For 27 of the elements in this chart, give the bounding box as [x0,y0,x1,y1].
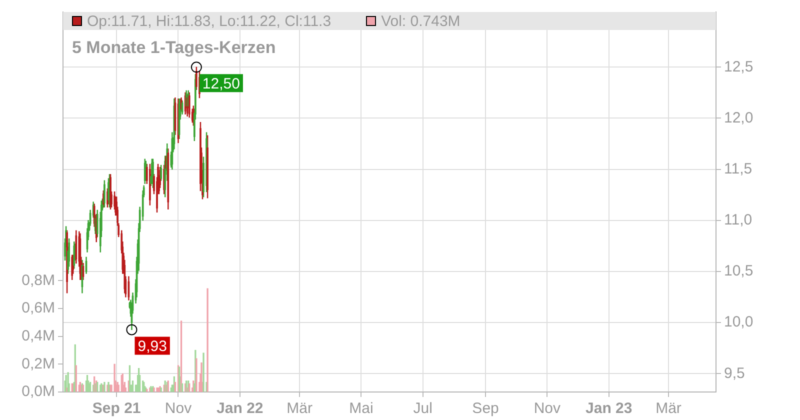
y-tick-label: 9,5 [724,364,745,382]
x-tick-label: Jul [413,400,432,418]
x-tick-label: Jan 23 [586,400,632,418]
x-tick-label: Nov [164,400,192,418]
x-tick-label: Mär [656,400,682,418]
y-tick-label: 10,0 [724,314,754,331]
x-tick-label: Mär [286,400,312,418]
x-tick-label: Mai [349,400,374,418]
x-tick-label: Sep [472,400,499,418]
x-tick-label: Sep 21 [92,400,141,418]
y-tick-label: 12,0 [724,109,754,126]
y-tick-label: 12,5 [724,58,754,76]
y2-tick-label: 0,8M [22,272,55,289]
y2-tick-label: 0,2M [22,355,55,372]
text: 5 Monate 1-Tages-Kerzen [72,38,276,58]
annotation: 9,93 [138,338,167,355]
x-tick-label: Jan 22 [216,400,264,418]
y-tick-label: 11,5 [724,160,752,178]
y2-tick-label: 0,0M [22,383,55,400]
legend-label: Op:11.71, Hi:11.83, Lo:11.22, Cl:11.3 [87,12,332,30]
y-tick-label: 10,5 [724,262,754,280]
y2-tick-label: 0,4M [22,327,55,344]
legend-label: Vol: 0.743M [381,12,460,30]
x-tick-label: Nov [534,400,562,418]
y-tick-label: 11,0 [724,212,752,229]
annotation: 12,50 [202,75,240,92]
y2-tick-label: 0,6M [22,300,55,317]
